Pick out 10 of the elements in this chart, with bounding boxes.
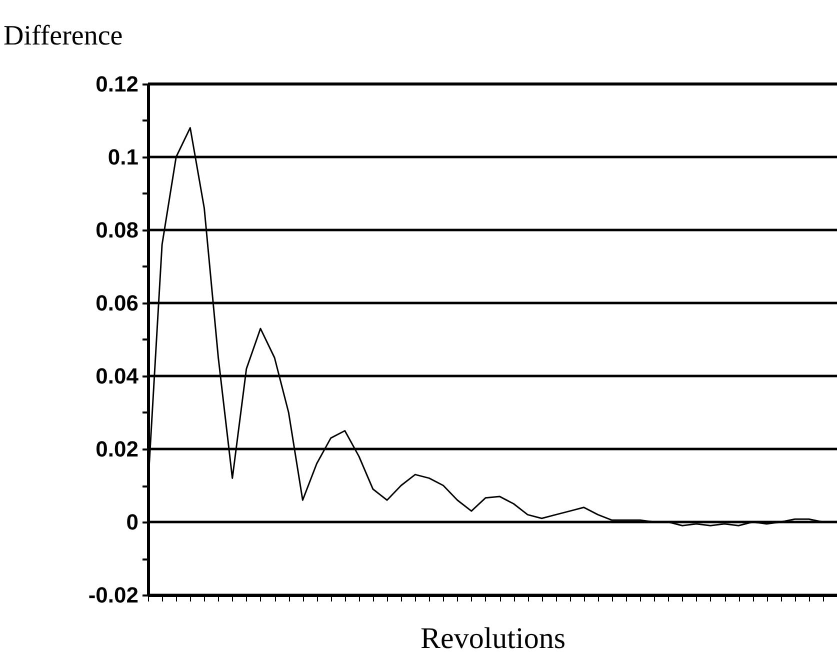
y-tick-label: 0.06 bbox=[96, 290, 138, 316]
y-tick-label: 0.04 bbox=[96, 364, 140, 388]
y-tick-label: 0.08 bbox=[96, 218, 138, 242]
y-tick-label: 0 bbox=[126, 510, 138, 534]
x-axis-title: Revolutions bbox=[420, 622, 566, 655]
y-tick-label: -0.02 bbox=[88, 582, 138, 608]
y-tick-label: 0.1 bbox=[108, 144, 138, 170]
y-axis-title: Difference bbox=[4, 20, 123, 52]
y-tick-label: 0.12 bbox=[96, 72, 138, 96]
y-tick-label: 0.02 bbox=[96, 436, 138, 462]
